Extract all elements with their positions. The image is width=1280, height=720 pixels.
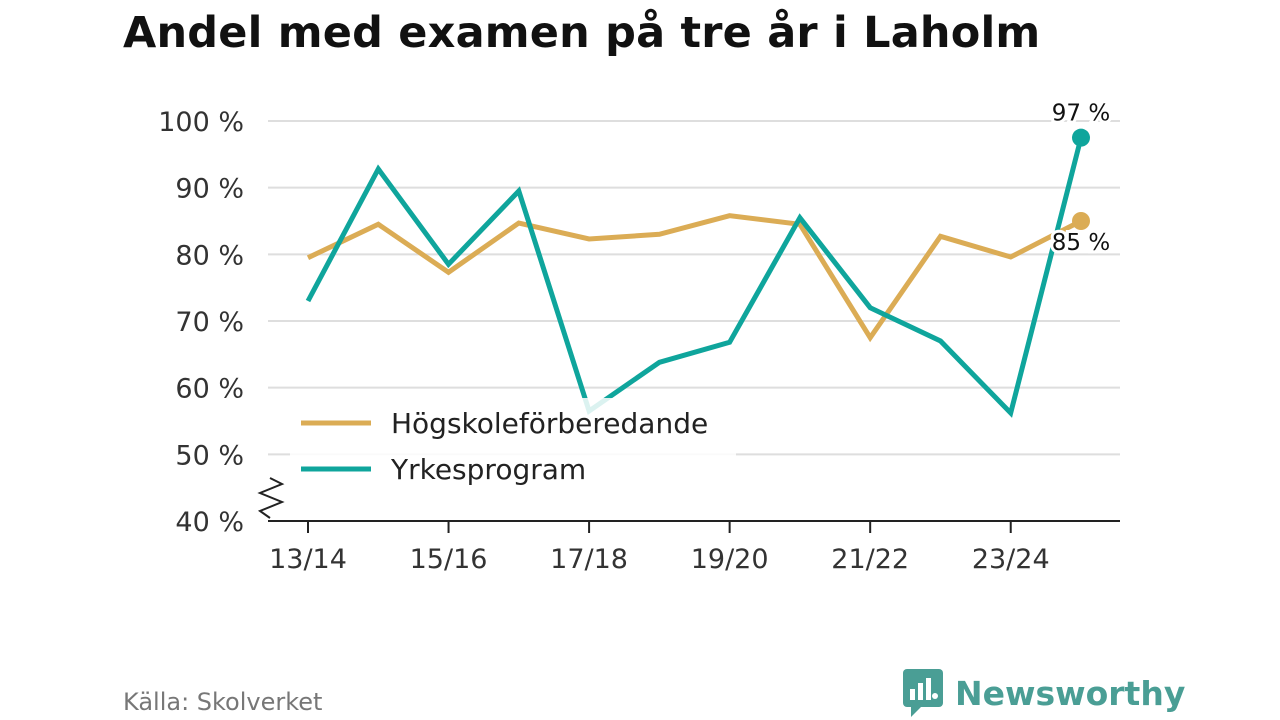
legend-label: Högskoleförberedande <box>391 407 708 440</box>
y-tick-label: 100 % <box>158 107 244 138</box>
end-value-label: 85 % <box>1052 230 1110 256</box>
series-lines <box>305 137 1084 418</box>
legend: Högskoleförberedande Yrkesprogram <box>290 398 736 490</box>
x-axis: 13/14 15/16 17/18 19/20 21/22 23/24 <box>257 477 1120 575</box>
newsworthy-logo-icon <box>903 669 943 717</box>
x-tick-label: 19/20 <box>691 544 769 575</box>
legend-background <box>290 398 736 490</box>
chart-title: Andel med examen på tre år i Laholm <box>123 8 1041 58</box>
series-line <box>306 213 1083 343</box>
x-tick-label: 21/22 <box>831 544 909 575</box>
x-tick-label: 15/16 <box>410 544 488 575</box>
y-tick-label: 50 % <box>175 440 244 471</box>
source-note: Källa: Skolverket <box>123 688 323 716</box>
end-value-label: 97 % <box>1052 101 1110 127</box>
brand-logo: Newsworthy <box>903 669 1185 717</box>
x-tick-label: 13/14 <box>269 544 347 575</box>
end-labels: 85 % 97 % <box>1049 98 1113 259</box>
x-tick-label: 23/24 <box>972 544 1050 575</box>
series-line <box>305 137 1084 418</box>
axis-break-icon <box>257 477 285 519</box>
y-tick-label: 60 % <box>175 374 244 405</box>
brand-name: Newsworthy <box>955 673 1186 713</box>
y-axis-tick-labels: 40 % 50 % 60 % 70 % 80 % 90 % 100 % <box>158 107 244 538</box>
y-tick-label: 80 % <box>175 240 244 271</box>
end-point-marker <box>1072 212 1090 230</box>
end-point-marker <box>1072 128 1090 147</box>
y-tick-label: 70 % <box>175 307 244 338</box>
y-tick-label: 40 % <box>175 507 244 538</box>
x-tick-label: 17/18 <box>550 544 628 575</box>
y-tick-label: 90 % <box>175 174 244 205</box>
legend-label: Yrkesprogram <box>390 453 586 486</box>
